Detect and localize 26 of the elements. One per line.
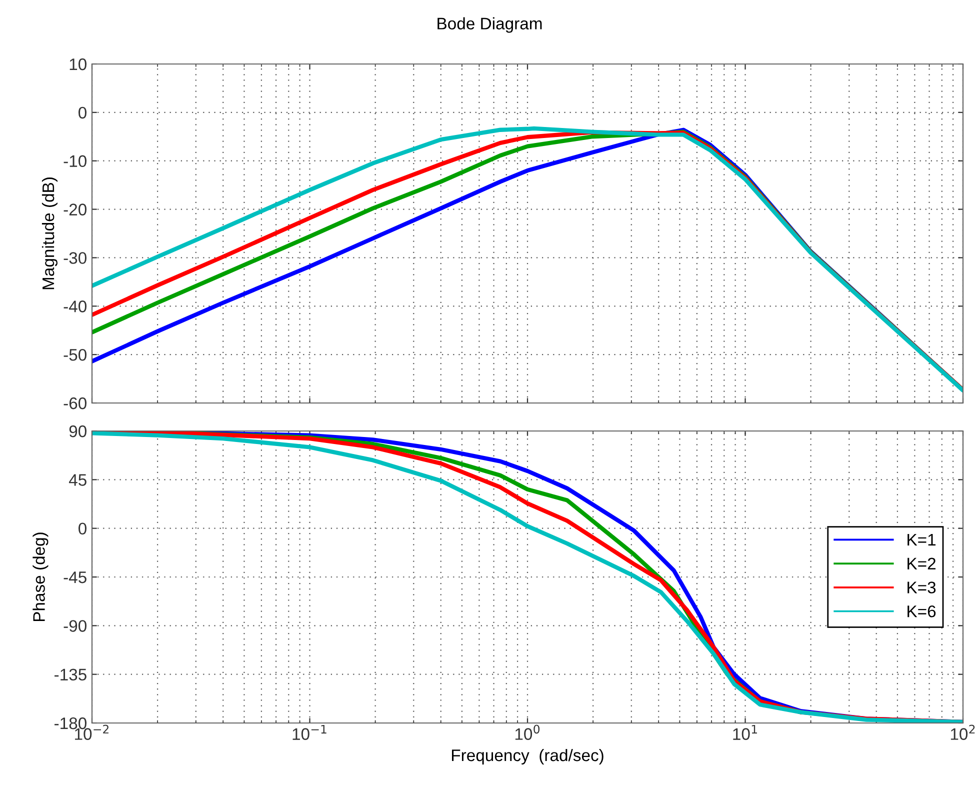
y-tick-label: -10 xyxy=(64,155,86,168)
y-tick-label: -20 xyxy=(64,204,86,216)
y-tick-label: -60 xyxy=(64,397,86,410)
y-tick-label: 0 xyxy=(78,522,86,535)
x-axis-title: Frequency (rad/sec) xyxy=(452,748,604,764)
y-tick-label: -90 xyxy=(64,620,86,632)
x-tick-label: 10$^{−1}$ xyxy=(292,724,326,740)
y-tick-label: -50 xyxy=(64,348,86,361)
legend-label: K=6 xyxy=(908,605,936,618)
y-tick-label: 10 xyxy=(70,58,86,70)
legend-label: K=3 xyxy=(908,582,936,594)
y-tick-label: -45 xyxy=(64,572,86,584)
legend-label: K=1 xyxy=(908,534,936,546)
y-tick-label: -135 xyxy=(54,668,86,681)
x-tick-label: 10$^{0}$ xyxy=(515,724,540,740)
chart-title: Bode Diagram xyxy=(438,17,542,33)
y-tick-label: 0 xyxy=(78,106,86,119)
y-axis-title: Phase (deg) xyxy=(32,532,48,622)
y-tick-label: -30 xyxy=(64,252,86,264)
legend-label: K=2 xyxy=(908,558,936,570)
x-tick-label: 10$^{1}$ xyxy=(733,724,757,740)
y-axis-title: Magnitude (dB) xyxy=(42,178,58,290)
y-tick-label: -40 xyxy=(64,300,86,312)
y-tick-label: 45 xyxy=(68,474,86,486)
y-tick-label: 90 xyxy=(69,425,86,438)
x-tick-label: 10$^{2}$ xyxy=(950,724,975,740)
